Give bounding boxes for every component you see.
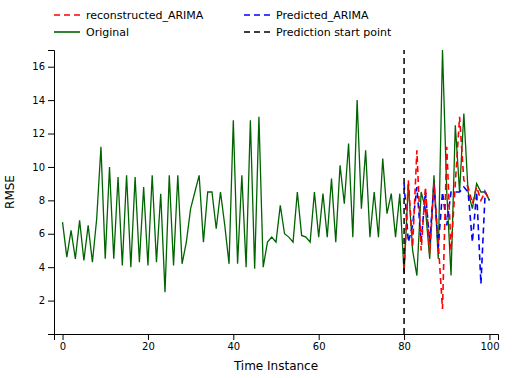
x-axis-line xyxy=(55,335,499,341)
marks xyxy=(63,50,490,334)
x-tick-label: 20 xyxy=(142,341,155,352)
y-tick: 4 xyxy=(39,262,54,273)
y-tick: 6 xyxy=(39,228,54,239)
legend-swatch xyxy=(54,14,80,16)
y-tick-label: 8 xyxy=(39,195,45,206)
y-tick-mark xyxy=(48,234,54,235)
legend-swatch xyxy=(54,31,80,33)
y-tick: 10 xyxy=(32,162,54,173)
y-tick-mark xyxy=(48,301,54,302)
y-axis-line xyxy=(48,51,55,335)
series-line xyxy=(404,184,489,284)
y-tick-label: 14 xyxy=(32,95,45,106)
legend-item: Prediction start point xyxy=(244,26,392,39)
x-tick-mark xyxy=(404,334,405,340)
y-tick-mark xyxy=(48,100,54,101)
legend-label: Prediction start point xyxy=(276,26,392,39)
x-tick: 100 xyxy=(480,334,499,352)
x-tick-label: 80 xyxy=(398,341,411,352)
x-tick-mark xyxy=(233,334,234,340)
y-tick: 2 xyxy=(39,295,54,306)
series-line xyxy=(404,117,489,309)
y-tick-label: 16 xyxy=(32,61,45,72)
y-tick-label: 2 xyxy=(39,295,45,306)
x-tick-label: 0 xyxy=(60,341,66,352)
legend-label: reconstructed_ARIMA xyxy=(86,9,204,22)
x-tick-label: 40 xyxy=(227,341,240,352)
y-tick-mark xyxy=(48,200,54,201)
x-tick: 80 xyxy=(398,334,411,352)
y-axis-title: RMSE xyxy=(3,175,17,209)
y-tick: 12 xyxy=(32,128,54,139)
x-tick-mark xyxy=(148,334,149,340)
prediction-start-line xyxy=(403,50,405,334)
x-tick: 20 xyxy=(142,334,155,352)
y-tick: 14 xyxy=(32,95,54,106)
legend-swatch xyxy=(244,14,270,16)
y-tick-label: 10 xyxy=(32,162,45,173)
x-tick: 60 xyxy=(313,334,326,352)
x-tick-mark xyxy=(63,334,64,340)
legend-item: Predicted_ARIMA xyxy=(244,9,369,22)
x-tick-mark xyxy=(319,334,320,340)
series-line xyxy=(63,50,490,292)
y-tick-mark xyxy=(48,134,54,135)
legend-item: reconstructed_ARIMA xyxy=(54,9,204,22)
x-tick-label: 60 xyxy=(313,341,326,352)
legend: reconstructed_ARIMA Predicted_ARIMA Origin… xyxy=(54,9,392,39)
y-tick-label: 12 xyxy=(32,128,45,139)
y-tick-label: 4 xyxy=(39,262,45,273)
x-tick-label: 100 xyxy=(480,341,499,352)
legend-label: Original xyxy=(86,26,129,39)
y-tick-mark xyxy=(48,167,54,168)
y-tick: 8 xyxy=(39,195,54,206)
x-axis: 0 20 40 60 80 100 xyxy=(55,334,500,352)
legend-label: Predicted_ARIMA xyxy=(276,9,369,22)
y-tick-label: 6 xyxy=(39,228,45,239)
chart: 0 20 40 60 80 100 2 4 6 8 10 12 14 16 Time Instance RMS… xyxy=(0,0,516,378)
plot-area: 0 20 40 60 80 100 2 4 6 8 10 12 14 16 xyxy=(32,50,499,352)
legend-swatch xyxy=(244,31,270,33)
y-tick-mark xyxy=(48,267,54,268)
x-tick-mark xyxy=(489,334,490,340)
legend-item: Original xyxy=(54,26,129,39)
x-tick: 40 xyxy=(227,334,240,352)
x-tick: 0 xyxy=(60,334,66,352)
x-axis-title: Time Instance xyxy=(233,359,318,373)
y-axis: 2 4 6 8 10 12 14 16 xyxy=(32,51,54,335)
y-tick-mark xyxy=(48,67,54,68)
y-tick: 16 xyxy=(32,61,54,72)
